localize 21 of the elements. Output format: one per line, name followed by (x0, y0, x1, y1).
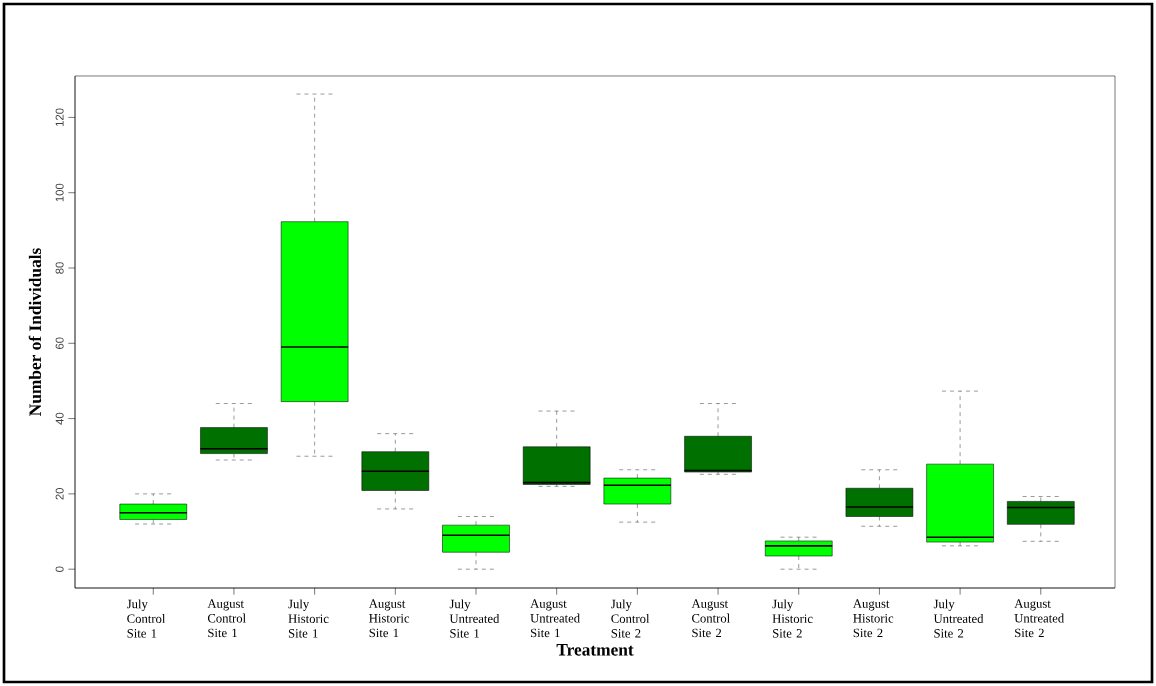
x-tick-label: August Untreated Site 2 (1014, 599, 1065, 638)
y-tick-label: 40 (55, 412, 64, 425)
y-tick-label: 100 (55, 183, 64, 202)
x-tick-label: July Untreated Site 2 (933, 599, 984, 638)
y-axis-title: Number of Individuals (28, 248, 42, 416)
x-tick-label: July Historic Site 1 (288, 599, 329, 638)
x-axis-title: Treatment (556, 644, 634, 656)
y-tick-label: 20 (55, 488, 64, 500)
y-tick-label: 120 (55, 108, 64, 127)
y-tick-label: 80 (55, 262, 64, 274)
x-tick-label: August Historic Site 1 (368, 599, 410, 638)
y-tick-label: 60 (55, 337, 64, 350)
x-tick-label: August Control Site 1 (207, 599, 246, 638)
x-tick-label: August Control Site 2 (691, 599, 730, 638)
x-tick-label: August Untreated Site 1 (530, 599, 580, 638)
x-tick-label: August Historic Site 2 (852, 599, 894, 638)
x-tick-label: July Historic Site 2 (772, 599, 813, 638)
y-tick-label: 0 (55, 566, 64, 572)
x-tick-label: July Control Site 2 (611, 599, 650, 638)
x-tick-label: July Untreated Site 1 (449, 599, 500, 638)
x-tick-label: July Control Site 1 (126, 599, 166, 638)
